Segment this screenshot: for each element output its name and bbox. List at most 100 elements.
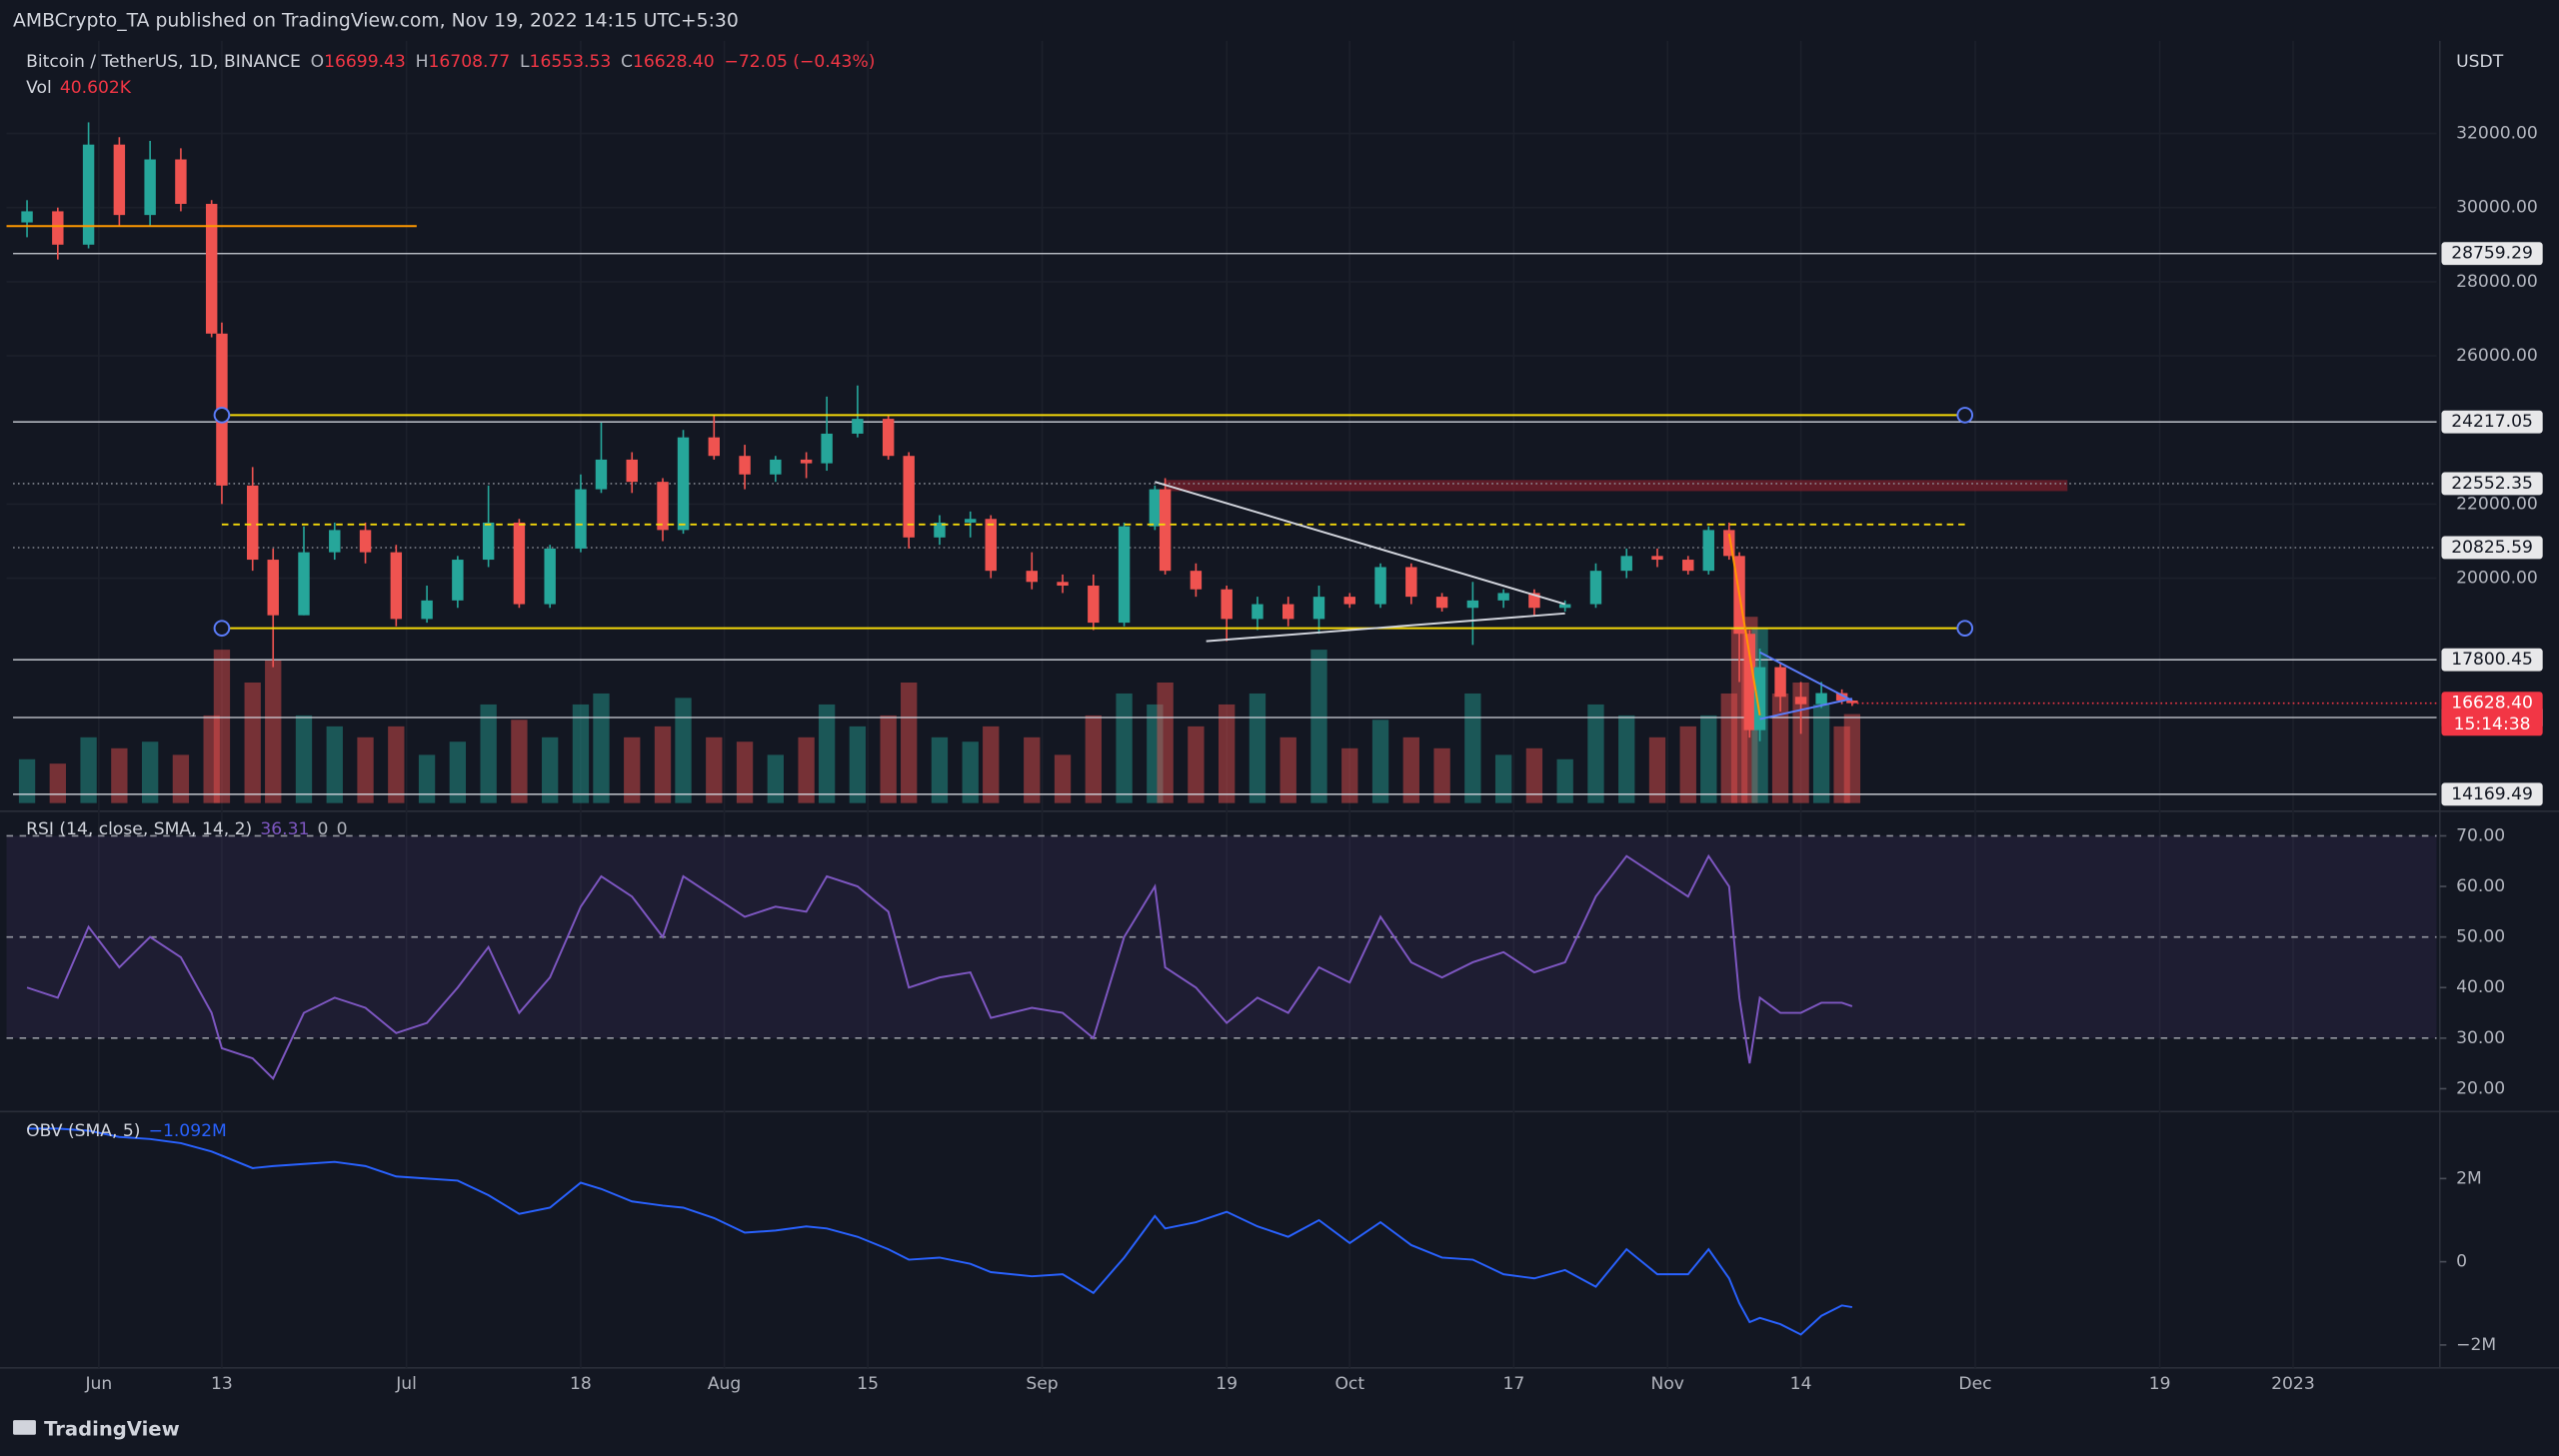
- candle-body: [113, 144, 126, 216]
- change: −72.05 (−0.43%): [725, 52, 876, 72]
- ohlc-label: L: [520, 52, 530, 72]
- volume-bar: [357, 736, 374, 803]
- volume-bar: [1730, 628, 1748, 803]
- volume-bar: [818, 704, 836, 803]
- candle-body: [329, 530, 341, 553]
- ohlc-label: C: [621, 52, 633, 72]
- volume-bar: [480, 704, 497, 803]
- candle-body: [1374, 567, 1386, 605]
- candle-body: [1743, 634, 1756, 730]
- level-label-box: [2441, 536, 2543, 560]
- volume-bar: [1494, 754, 1512, 803]
- candle-body: [1620, 556, 1632, 572]
- volume-bar: [1024, 736, 1041, 803]
- plot: Jun 13 Jul 18 Aug 15 Sep 19 Oct 17 Nov 14 Dec 19 2023 3…: [6, 40, 2543, 1394]
- candle-body: [1528, 593, 1540, 609]
- volume-bar: [1771, 693, 1789, 803]
- candle-body: [1753, 667, 1766, 730]
- y-tick-label: 28000.00: [2456, 272, 2538, 292]
- candle-body: [934, 522, 946, 538]
- y-tick-label: 20000.00: [2456, 569, 2538, 589]
- candle-body: [1497, 593, 1509, 601]
- volume-bar: [654, 726, 672, 803]
- volume-bar: [1402, 736, 1419, 803]
- candle-body: [1057, 582, 1069, 587]
- candle-body: [1589, 571, 1602, 605]
- volume-bar: [880, 715, 897, 803]
- volume-bar: [1371, 720, 1389, 803]
- volume-bar: [1464, 693, 1481, 803]
- volume-bar: [1587, 704, 1604, 803]
- candle-body: [1088, 586, 1100, 624]
- candle-body: [421, 600, 433, 620]
- candle-body: [1343, 597, 1355, 605]
- candle-body: [205, 204, 218, 334]
- volume-bar: [1280, 736, 1296, 803]
- volume-bar: [1792, 682, 1809, 803]
- level-label: 22552.35: [2451, 474, 2533, 494]
- level-label-box: [2441, 648, 2543, 672]
- volume-bar: [418, 754, 436, 803]
- volume-bar: [767, 754, 785, 803]
- volume-bar: [798, 736, 815, 803]
- candle-body: [52, 211, 64, 245]
- volume-bar: [213, 650, 231, 803]
- level-label: 28759.29: [2451, 244, 2533, 264]
- ohlc-label: H: [416, 52, 429, 72]
- y-tick-label: 22000.00: [2456, 494, 2538, 514]
- price-legend: Bitcoin / TetherUS, 1D, BINANCE O16699.43…: [26, 52, 875, 72]
- volume-bar: [1157, 682, 1174, 803]
- x-tick-label: Oct: [1334, 1374, 1364, 1394]
- y-tick-label: 30.00: [2456, 1028, 2505, 1048]
- candle-body: [1252, 604, 1264, 620]
- candle-body: [965, 519, 977, 523]
- y-tick-label: 32000.00: [2456, 124, 2538, 144]
- x-tick-label: 13: [211, 1374, 233, 1394]
- volume-bar: [388, 726, 405, 803]
- level-label-box: [2441, 410, 2543, 434]
- level-label: 24217.05: [2451, 412, 2533, 432]
- candle-body: [821, 433, 833, 464]
- candle-body: [1190, 571, 1203, 590]
- trend-line: [1206, 612, 1565, 643]
- x-tick-label: Nov: [1651, 1374, 1684, 1394]
- candle-body: [739, 456, 751, 475]
- rsi-value: 36.31: [260, 819, 309, 839]
- candle-body: [575, 489, 587, 549]
- y-tick-label: 40.00: [2456, 977, 2505, 997]
- y-tick-label: 30000.00: [2456, 198, 2538, 218]
- volume-bar: [1833, 726, 1850, 803]
- x-tick-label: 19: [1216, 1374, 1238, 1394]
- volume-bar: [203, 715, 220, 803]
- volume-bar: [295, 715, 313, 803]
- candle-body: [1026, 571, 1038, 583]
- candle-body: [1794, 697, 1807, 705]
- volume-bar: [1310, 650, 1327, 803]
- x-tick-label: 14: [1790, 1374, 1812, 1394]
- last-price-label: 16628.40: [2451, 694, 2533, 714]
- candle-body: [1835, 693, 1848, 701]
- y-tick-label: 26000.00: [2456, 346, 2538, 366]
- trend-line: [1759, 651, 1853, 702]
- volume-bar: [1219, 704, 1236, 803]
- candle-body: [985, 519, 997, 572]
- volume-bar: [1341, 747, 1358, 803]
- x-tick-label: Jul: [395, 1374, 417, 1394]
- volume-bar: [1188, 726, 1205, 803]
- handle: [213, 407, 231, 424]
- candle-body: [452, 560, 464, 601]
- indicator-line: [27, 1127, 1853, 1336]
- candle-body: [1159, 489, 1172, 572]
- rsi-value: 0: [318, 819, 329, 839]
- trend-line: [1759, 698, 1853, 721]
- countdown: 15:14:38: [2454, 715, 2531, 734]
- candle-body: [657, 482, 669, 531]
- candle-body: [390, 552, 403, 620]
- handle: [213, 620, 231, 637]
- volume-bar: [983, 726, 1000, 803]
- y-tick-label: 60.00: [2456, 876, 2505, 896]
- publisher: AMBCrypto_TA published on TradingView.co…: [13, 11, 739, 32]
- volume-bar: [449, 741, 467, 803]
- level-label: 17800.45: [2451, 650, 2533, 670]
- volume-bar: [1700, 715, 1717, 803]
